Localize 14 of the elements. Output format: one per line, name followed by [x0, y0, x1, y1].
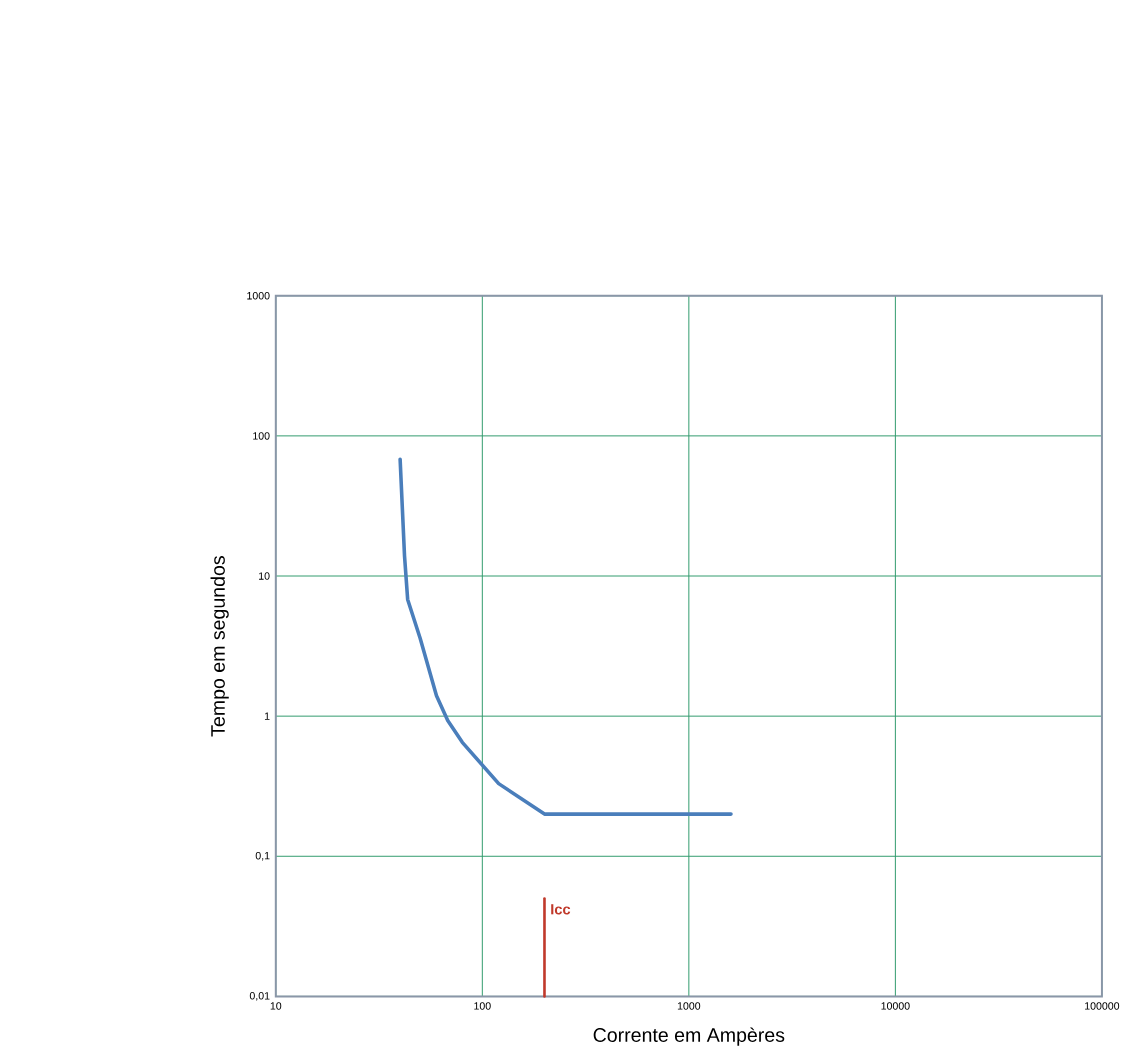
y-tick-label: 1000: [247, 291, 270, 300]
series-label: Icc: [551, 904, 571, 915]
x-tick-label: 1000: [677, 1002, 701, 1010]
y-tick-label: 0,1: [255, 851, 270, 861]
y-tick-label: 100: [253, 432, 270, 440]
x-axis-title: Corrente em Ampères: [593, 1027, 785, 1046]
y-tick-label: 10: [259, 572, 270, 580]
x-tick-label: 100000: [1085, 1002, 1120, 1010]
y-axis-title: Tempo em segundos: [210, 555, 229, 737]
x-tick-label: 10: [270, 1002, 282, 1010]
y-tick-label: 0,01: [249, 991, 270, 1001]
y-tick-label: 1: [264, 712, 270, 720]
x-tick-label: 100: [474, 1002, 491, 1010]
x-tick-label: 10000: [881, 1002, 910, 1010]
